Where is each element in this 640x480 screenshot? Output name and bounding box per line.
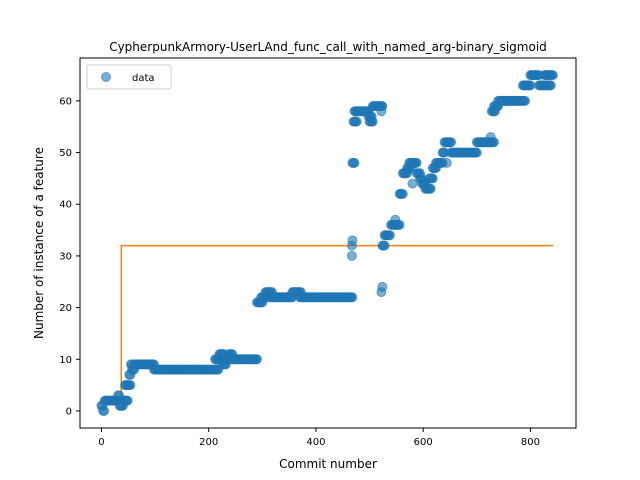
data-point bbox=[485, 132, 496, 143]
data-point bbox=[547, 70, 558, 81]
data-point bbox=[367, 116, 378, 127]
y-axis: 0 10 20 30 40 50 60 bbox=[59, 96, 80, 417]
data-points bbox=[96, 70, 558, 416]
data-point bbox=[545, 80, 556, 91]
data-point bbox=[351, 116, 362, 127]
data-point bbox=[498, 95, 509, 106]
y-tick-label: 40 bbox=[59, 200, 72, 211]
data-point bbox=[349, 157, 360, 168]
data-point bbox=[525, 80, 536, 91]
data-point bbox=[427, 173, 438, 184]
x-tick-label: 800 bbox=[521, 437, 540, 448]
data-point bbox=[99, 405, 110, 416]
data-point bbox=[347, 235, 358, 246]
legend-box bbox=[86, 64, 172, 90]
fit-step-line bbox=[101, 244, 554, 402]
legend-marker bbox=[101, 72, 111, 82]
y-tick-label: 30 bbox=[59, 251, 72, 262]
y-tick-label: 10 bbox=[59, 355, 72, 366]
data-point bbox=[471, 147, 482, 158]
fit-line bbox=[101, 244, 554, 402]
data-point bbox=[125, 380, 136, 391]
x-axis: 0 200 400 600 800 bbox=[98, 428, 540, 448]
data-point bbox=[379, 240, 390, 251]
data-point bbox=[441, 157, 452, 168]
y-tick-label: 60 bbox=[59, 96, 72, 107]
x-tick-label: 200 bbox=[199, 437, 218, 448]
data-point bbox=[347, 292, 358, 303]
data-point bbox=[407, 178, 418, 189]
data-point bbox=[252, 354, 262, 365]
legend-label: data bbox=[132, 73, 155, 84]
data-point bbox=[346, 250, 357, 261]
data-point bbox=[411, 157, 422, 168]
data-point bbox=[390, 214, 401, 225]
data-point bbox=[384, 230, 395, 241]
y-axis-label: Number of instance of a feature bbox=[32, 147, 46, 339]
x-tick-label: 400 bbox=[306, 437, 325, 448]
data-point bbox=[446, 137, 457, 148]
data-point bbox=[397, 188, 408, 199]
data-point bbox=[425, 183, 436, 194]
y-tick-label: 0 bbox=[66, 406, 72, 417]
chart-title: CypherpunkArmory-UserLAnd_func_call_with… bbox=[109, 40, 547, 54]
data-point bbox=[377, 281, 388, 292]
legend: data bbox=[86, 64, 172, 90]
x-tick-label: 600 bbox=[414, 437, 433, 448]
x-tick-label: 0 bbox=[98, 437, 104, 448]
axes-frame bbox=[79, 57, 577, 429]
y-tick-label: 50 bbox=[59, 148, 72, 159]
data-point bbox=[520, 95, 531, 106]
y-tick-label: 20 bbox=[59, 303, 72, 314]
data-point bbox=[122, 395, 133, 406]
data-point bbox=[376, 106, 387, 117]
x-axis-label: Commit number bbox=[279, 457, 377, 471]
